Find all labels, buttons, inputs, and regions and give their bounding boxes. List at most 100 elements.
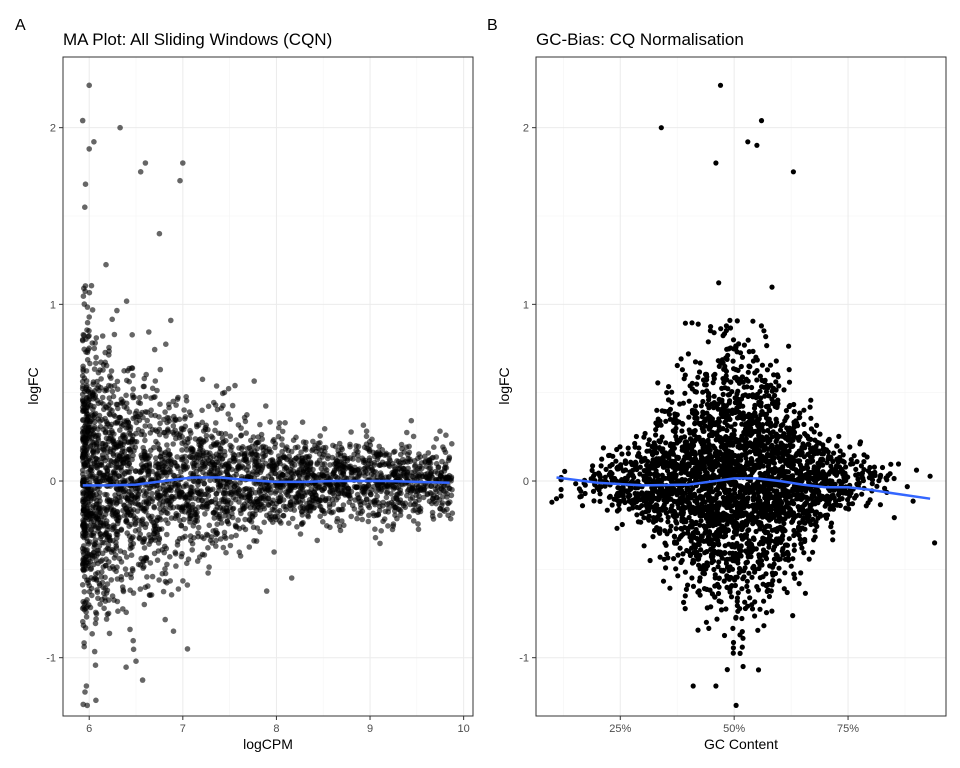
data-point — [344, 491, 350, 497]
data-point — [103, 518, 110, 524]
data-point — [757, 575, 763, 581]
data-point — [83, 562, 89, 568]
data-point — [97, 470, 104, 476]
data-point — [766, 544, 772, 550]
data-point — [784, 589, 790, 596]
data-point — [336, 523, 343, 530]
data-point — [123, 554, 130, 560]
data-point — [111, 331, 118, 338]
data-point — [87, 402, 94, 409]
data-point — [109, 316, 115, 323]
data-point — [120, 606, 126, 612]
data-point — [397, 500, 403, 506]
data-point — [382, 508, 389, 515]
data-point — [117, 548, 124, 554]
data-point — [386, 474, 392, 480]
data-point — [79, 455, 86, 461]
data-point — [691, 559, 697, 565]
data-point — [117, 427, 123, 434]
data-point — [392, 448, 398, 455]
data-point — [93, 616, 99, 622]
data-point — [170, 441, 176, 447]
data-point — [118, 559, 125, 565]
data-point — [231, 452, 238, 459]
data-point — [411, 485, 418, 491]
data-point — [433, 489, 439, 495]
data-point — [682, 390, 688, 396]
data-point — [236, 445, 242, 451]
data-point — [322, 465, 328, 472]
data-point — [147, 485, 153, 492]
data-point — [115, 515, 122, 521]
data-point — [81, 405, 88, 412]
data-point — [157, 516, 164, 523]
data-point — [102, 598, 109, 604]
data-point — [764, 343, 770, 349]
data-point — [128, 542, 134, 548]
data-point — [390, 521, 397, 527]
data-point — [348, 513, 355, 520]
data-point — [133, 408, 140, 415]
data-point — [198, 497, 205, 504]
data-point — [363, 433, 370, 440]
data-point — [801, 421, 807, 427]
data-point — [744, 583, 750, 590]
data-point — [325, 453, 331, 459]
data-point — [205, 403, 212, 410]
data-point — [80, 567, 87, 574]
data-point — [878, 472, 884, 478]
data-point — [292, 444, 299, 451]
data-point — [764, 367, 771, 373]
data-point — [82, 181, 89, 187]
data-point — [168, 592, 175, 598]
data-point — [175, 586, 182, 592]
data-point — [137, 400, 144, 407]
data-point — [307, 503, 314, 510]
data-point — [181, 466, 187, 473]
data-point — [417, 454, 424, 460]
data-point — [891, 515, 897, 521]
data-point — [139, 677, 146, 683]
data-point — [776, 565, 782, 571]
data-point — [420, 494, 427, 501]
data-point — [867, 497, 873, 503]
data-point — [441, 446, 448, 453]
data-point — [715, 433, 721, 439]
data-point — [140, 521, 146, 527]
data-point — [161, 463, 167, 469]
data-point — [263, 460, 269, 467]
data-point — [288, 470, 295, 476]
data-point — [99, 333, 106, 339]
data-point — [132, 520, 139, 526]
data-point — [135, 491, 142, 498]
data-point — [257, 507, 264, 513]
data-point — [263, 497, 269, 504]
data-point — [664, 551, 670, 557]
data-point — [449, 441, 455, 447]
data-point — [213, 527, 219, 534]
data-point — [120, 588, 127, 595]
data-point — [133, 658, 139, 664]
data-point — [226, 463, 233, 470]
x-tick-label: 10 — [458, 723, 470, 735]
data-point — [747, 595, 753, 601]
data-point — [151, 534, 158, 541]
data-point — [679, 367, 686, 373]
data-point — [773, 552, 779, 558]
data-point — [146, 532, 152, 538]
data-point — [221, 494, 228, 501]
data-point — [851, 453, 857, 459]
data-point — [106, 382, 112, 389]
data-point — [228, 500, 234, 506]
data-point — [308, 490, 314, 497]
data-point — [352, 464, 358, 471]
data-point — [255, 439, 262, 446]
data-point — [80, 293, 87, 300]
data-point — [730, 645, 737, 651]
data-point — [430, 516, 437, 522]
data-point — [147, 423, 153, 429]
data-point — [737, 650, 743, 657]
data-point — [363, 428, 370, 435]
data-point — [408, 417, 415, 424]
data-point — [355, 457, 362, 463]
